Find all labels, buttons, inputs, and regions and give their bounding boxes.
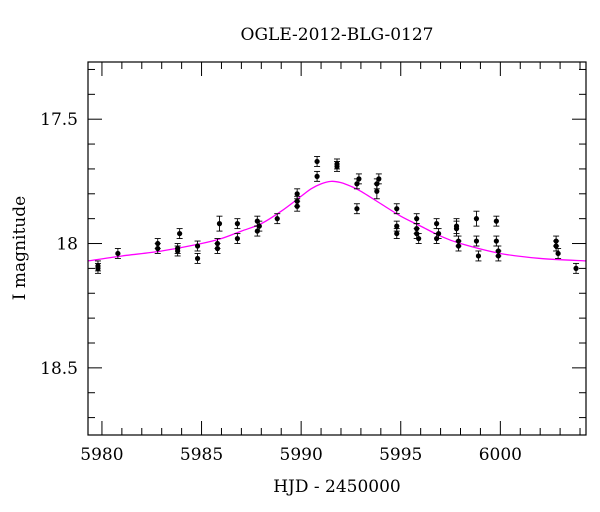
- data-point: [413, 213, 420, 225]
- data-point-marker: [455, 243, 462, 249]
- data-point-marker: [194, 243, 201, 249]
- data-point: [493, 235, 500, 247]
- data-point-marker: [95, 265, 101, 271]
- data-point-marker: [356, 176, 362, 182]
- data-point-marker: [234, 221, 240, 227]
- data-point-marker: [416, 235, 422, 242]
- data-point: [373, 183, 380, 200]
- data-points-layer: [94, 156, 580, 274]
- data-point: [294, 200, 301, 212]
- model-curve-layer: [87, 180, 587, 262]
- y-tick-label: 18: [56, 235, 78, 255]
- data-point-marker: [553, 243, 559, 249]
- data-point-marker: [495, 253, 501, 259]
- data-point-marker: [216, 221, 223, 227]
- data-point: [435, 228, 442, 240]
- axis-ticks: [88, 62, 586, 435]
- data-point-marker: [354, 206, 360, 212]
- data-point: [194, 240, 201, 252]
- data-point-marker: [473, 216, 480, 222]
- data-point: [194, 253, 201, 264]
- y-tick-label: 17.5: [40, 110, 78, 130]
- data-point-marker: [394, 206, 400, 212]
- data-point-marker: [555, 250, 561, 257]
- x-tick-label: 5990: [280, 445, 323, 465]
- data-point: [473, 235, 480, 247]
- x-tick-label: 5980: [80, 445, 123, 465]
- axis-tick-labels: 5980 5985 5990 5995 6000 17.5 18 18.5: [40, 110, 522, 465]
- data-point-marker: [314, 158, 320, 165]
- data-point: [393, 228, 400, 240]
- data-point: [94, 262, 101, 274]
- data-point: [214, 243, 221, 254]
- x-tick-label: 5985: [180, 445, 223, 465]
- data-point: [375, 173, 382, 185]
- chart-title: OGLE-2012-BLG-0127: [241, 25, 434, 45]
- data-point-marker: [453, 226, 460, 232]
- y-axis-label: I magnitude: [10, 196, 30, 300]
- data-point: [473, 210, 480, 227]
- data-point: [216, 215, 223, 232]
- data-point-marker: [394, 223, 400, 229]
- data-point-marker: [314, 173, 320, 179]
- data-point: [493, 215, 500, 227]
- data-point-marker: [294, 191, 300, 197]
- data-point: [475, 250, 482, 262]
- data-point-marker: [256, 223, 262, 229]
- data-point-marker: [376, 176, 382, 182]
- data-point: [314, 156, 321, 167]
- data-point: [334, 161, 340, 172]
- data-point: [393, 220, 400, 232]
- data-point-marker: [115, 250, 121, 257]
- data-point-marker: [175, 248, 181, 254]
- data-point-marker: [473, 238, 480, 244]
- data-point-marker: [435, 230, 442, 237]
- data-point: [154, 243, 161, 254]
- data-point: [393, 203, 400, 215]
- data-point: [495, 250, 502, 262]
- data-point: [114, 248, 121, 259]
- model-curve: [87, 180, 587, 262]
- data-point-marker: [234, 235, 240, 242]
- data-point-marker: [475, 253, 482, 259]
- data-point: [256, 220, 263, 232]
- data-point: [455, 240, 462, 252]
- x-tick-label: 6000: [479, 445, 522, 465]
- data-point-marker: [214, 245, 221, 252]
- x-tick-label: 5995: [379, 445, 422, 465]
- data-point: [353, 203, 360, 215]
- data-point-marker: [493, 218, 499, 224]
- data-point: [234, 233, 241, 244]
- data-point: [176, 228, 183, 240]
- data-point-marker: [493, 238, 499, 244]
- data-point: [555, 248, 562, 259]
- data-point-marker: [177, 230, 183, 237]
- data-point: [174, 245, 181, 257]
- data-point-marker: [274, 216, 280, 222]
- x-axis-label: HJD - 2450000: [273, 477, 401, 497]
- data-point: [314, 170, 321, 182]
- data-point: [234, 218, 241, 230]
- data-point-marker: [334, 163, 340, 170]
- data-point-marker: [573, 265, 579, 271]
- data-point-marker: [155, 245, 161, 252]
- data-point-marker: [374, 188, 380, 194]
- data-point-marker: [294, 203, 300, 209]
- data-point-marker: [394, 230, 400, 237]
- data-point: [415, 233, 422, 244]
- data-point: [573, 262, 580, 274]
- y-tick-label: 18.5: [40, 359, 78, 379]
- data-point-marker: [434, 221, 440, 227]
- data-point-marker: [414, 216, 420, 222]
- data-point: [355, 173, 362, 185]
- plot-frame: [87, 61, 587, 436]
- data-point: [274, 213, 281, 225]
- data-point-marker: [194, 255, 201, 262]
- data-point: [553, 240, 560, 252]
- data-point: [433, 218, 440, 230]
